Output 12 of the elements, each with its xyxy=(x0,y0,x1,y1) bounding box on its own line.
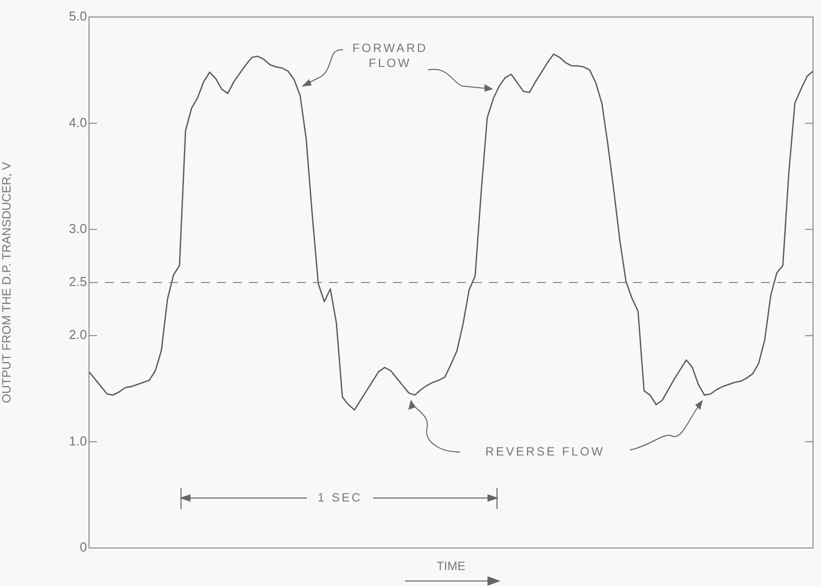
annotation: 1 SEC xyxy=(318,490,362,504)
y-tick-label: 2.0 xyxy=(68,327,87,342)
annotation: REVERSE FLOW xyxy=(485,444,605,458)
annotation: FORWARD FLOW xyxy=(352,40,428,70)
y-tick-label: 2.5 xyxy=(68,274,87,290)
y-tick-label: 5.0 xyxy=(68,8,87,24)
y-axis-title: OUTPUT FROM THE D.P. TRANSDUCER, V xyxy=(0,162,14,404)
y-tick-label: 0 xyxy=(80,540,87,555)
y-tick-label: 3.0 xyxy=(68,220,87,236)
y-tick-label: 1.0 xyxy=(68,433,87,448)
x-axis-title: TIME xyxy=(436,559,466,574)
y-tick-label: 4.0 xyxy=(68,114,87,130)
